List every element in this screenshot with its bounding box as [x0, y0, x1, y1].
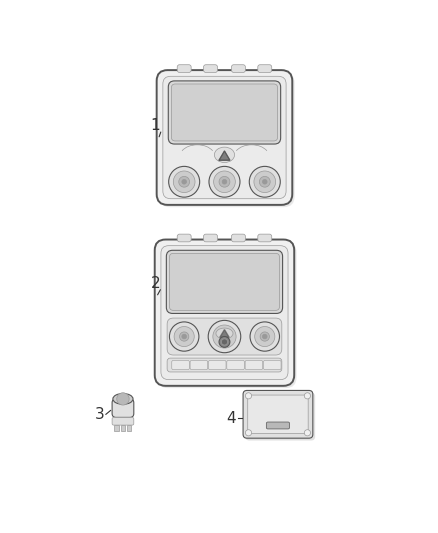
FancyBboxPatch shape: [231, 64, 245, 72]
Circle shape: [222, 180, 227, 184]
FancyBboxPatch shape: [168, 81, 281, 144]
FancyBboxPatch shape: [112, 399, 134, 417]
Bar: [127, 425, 131, 431]
Circle shape: [213, 325, 236, 348]
Circle shape: [179, 176, 190, 187]
FancyBboxPatch shape: [266, 422, 290, 429]
FancyBboxPatch shape: [204, 64, 218, 72]
Circle shape: [219, 336, 230, 348]
FancyBboxPatch shape: [171, 84, 278, 141]
FancyBboxPatch shape: [204, 234, 218, 242]
FancyBboxPatch shape: [177, 64, 191, 72]
Circle shape: [249, 166, 280, 197]
Circle shape: [250, 322, 279, 351]
Circle shape: [255, 327, 275, 346]
Circle shape: [254, 171, 276, 192]
FancyBboxPatch shape: [170, 253, 279, 310]
FancyBboxPatch shape: [243, 391, 313, 438]
FancyBboxPatch shape: [161, 246, 288, 379]
Circle shape: [209, 166, 240, 197]
Polygon shape: [219, 151, 230, 160]
Ellipse shape: [113, 393, 133, 405]
Circle shape: [214, 171, 235, 192]
FancyBboxPatch shape: [258, 64, 272, 72]
Circle shape: [260, 332, 269, 341]
Text: 4: 4: [226, 410, 236, 426]
Circle shape: [259, 176, 270, 187]
Bar: [114, 425, 119, 431]
Circle shape: [262, 334, 267, 339]
Circle shape: [208, 320, 241, 353]
FancyBboxPatch shape: [166, 251, 283, 313]
Circle shape: [170, 322, 199, 351]
FancyBboxPatch shape: [190, 360, 208, 370]
FancyBboxPatch shape: [208, 360, 226, 370]
FancyBboxPatch shape: [157, 242, 297, 388]
Circle shape: [180, 332, 189, 341]
Bar: [120, 425, 125, 431]
FancyBboxPatch shape: [157, 70, 292, 205]
Circle shape: [304, 430, 311, 436]
FancyBboxPatch shape: [159, 72, 295, 207]
FancyBboxPatch shape: [167, 358, 282, 372]
FancyBboxPatch shape: [112, 417, 134, 425]
Text: 1: 1: [151, 118, 160, 133]
FancyBboxPatch shape: [177, 234, 191, 242]
Text: 2: 2: [151, 276, 160, 291]
Circle shape: [304, 393, 311, 399]
Circle shape: [219, 176, 230, 187]
FancyBboxPatch shape: [245, 360, 263, 370]
Circle shape: [221, 339, 228, 345]
FancyBboxPatch shape: [167, 318, 282, 355]
FancyBboxPatch shape: [163, 76, 286, 199]
Text: 3: 3: [95, 407, 105, 422]
FancyBboxPatch shape: [227, 360, 244, 370]
Polygon shape: [220, 329, 229, 337]
FancyBboxPatch shape: [258, 234, 272, 242]
FancyBboxPatch shape: [248, 395, 308, 433]
Circle shape: [245, 430, 251, 436]
Circle shape: [169, 166, 200, 197]
Circle shape: [245, 393, 251, 399]
FancyBboxPatch shape: [172, 360, 189, 370]
FancyBboxPatch shape: [264, 360, 281, 370]
FancyBboxPatch shape: [245, 393, 315, 440]
Circle shape: [182, 334, 187, 339]
FancyBboxPatch shape: [231, 234, 245, 242]
Ellipse shape: [214, 147, 235, 163]
FancyBboxPatch shape: [155, 239, 294, 386]
Circle shape: [182, 180, 187, 184]
Ellipse shape: [216, 328, 233, 339]
Circle shape: [262, 180, 267, 184]
Circle shape: [173, 171, 195, 192]
Circle shape: [174, 327, 194, 346]
Circle shape: [117, 393, 129, 405]
